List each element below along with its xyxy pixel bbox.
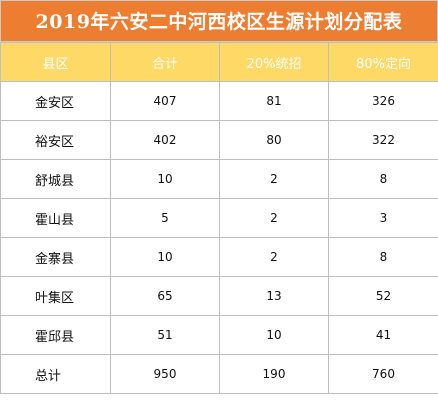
- unified-cell: 190: [219, 354, 329, 394]
- unified-cell: 81: [219, 81, 329, 121]
- directed-cell: 52: [328, 276, 438, 316]
- directed-cell: 322: [328, 120, 438, 160]
- total-cell: 402: [110, 120, 220, 160]
- header-total: 合计: [110, 42, 220, 82]
- table-row: 金寨县 10 2 8: [0, 237, 438, 277]
- district-cell: 叶集区: [0, 276, 111, 316]
- header-row: 县区 合计 20%统招 80%定向: [0, 42, 438, 82]
- total-cell: 51: [110, 315, 220, 355]
- unified-cell: 2: [219, 159, 329, 199]
- district-cell: 总计: [0, 354, 111, 394]
- table-row: 霍邱县 51 10 41: [0, 315, 438, 355]
- table-title: 2019年六安二中河西校区生源计划分配表: [0, 0, 438, 42]
- table-row: 叶集区 65 13 52: [0, 276, 438, 316]
- district-cell: 金寨县: [0, 237, 111, 277]
- district-cell: 霍邱县: [0, 315, 111, 355]
- table-row: 金安区 407 81 326: [0, 81, 438, 121]
- unified-cell: 10: [219, 315, 329, 355]
- total-cell: 950: [110, 354, 220, 394]
- table-row: 霍山县 5 2 3: [0, 198, 438, 238]
- district-cell: 霍山县: [0, 198, 111, 238]
- allocation-table: 县区 合计 20%统招 80%定向 金安区 407 81 326 裕安区 402…: [0, 42, 438, 394]
- total-cell: 407: [110, 81, 220, 121]
- total-cell: 10: [110, 237, 220, 277]
- unified-cell: 2: [219, 198, 329, 238]
- directed-cell: 760: [328, 354, 438, 394]
- district-cell: 金安区: [0, 81, 111, 121]
- unified-cell: 13: [219, 276, 329, 316]
- total-cell: 10: [110, 159, 220, 199]
- district-cell: 裕安区: [0, 120, 111, 160]
- header-directed-80: 80%定向: [328, 42, 438, 82]
- unified-cell: 2: [219, 237, 329, 277]
- directed-cell: 3: [328, 198, 438, 238]
- directed-cell: 326: [328, 81, 438, 121]
- total-row: 总计 950 190 760: [0, 354, 438, 394]
- district-cell: 舒城县: [0, 159, 111, 199]
- directed-cell: 41: [328, 315, 438, 355]
- total-cell: 5: [110, 198, 220, 238]
- unified-cell: 80: [219, 120, 329, 160]
- table-row: 裕安区 402 80 322: [0, 120, 438, 160]
- table-row: 舒城县 10 2 8: [0, 159, 438, 199]
- table-body: 金安区 407 81 326 裕安区 402 80 322 舒城县 10 2 8…: [0, 81, 438, 394]
- header-unified-20: 20%统招: [219, 42, 329, 82]
- directed-cell: 8: [328, 237, 438, 277]
- table-header: 县区 合计 20%统招 80%定向: [0, 42, 438, 82]
- total-cell: 65: [110, 276, 220, 316]
- directed-cell: 8: [328, 159, 438, 199]
- header-district: 县区: [0, 42, 111, 82]
